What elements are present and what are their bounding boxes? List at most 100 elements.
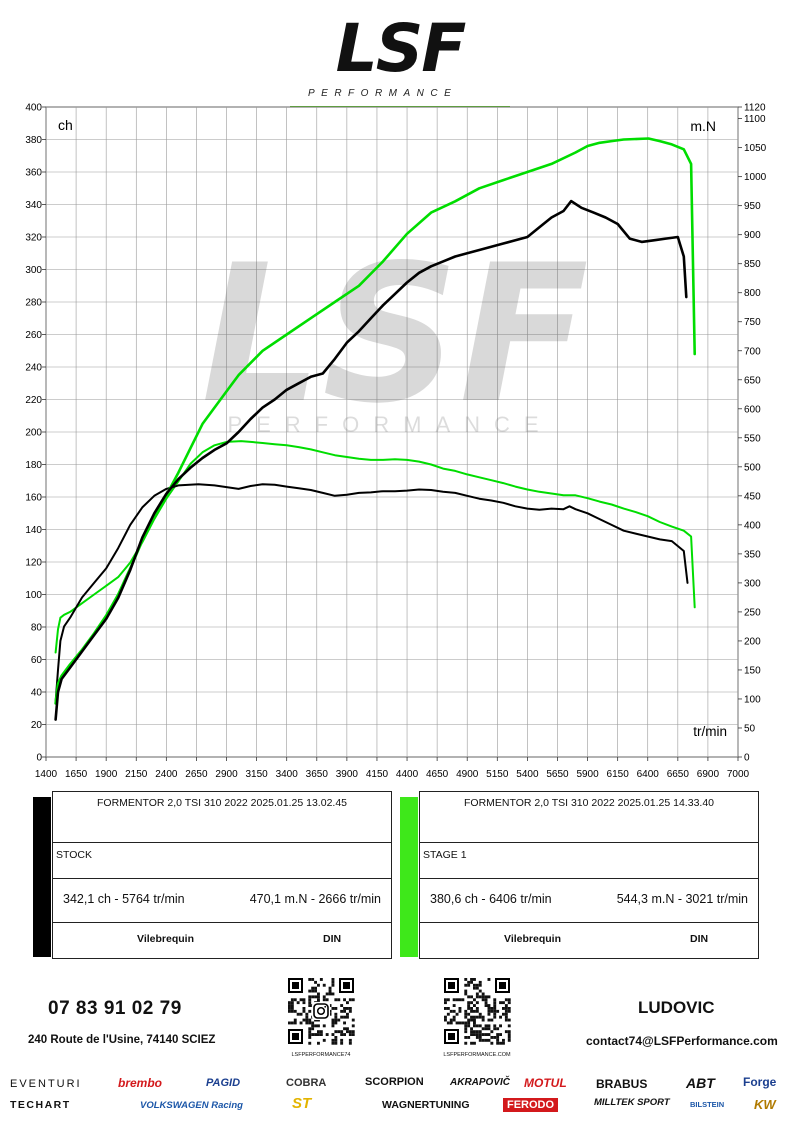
y-right-tick-label: 50 (744, 723, 756, 734)
run-stage1-din-label: DIN (690, 933, 709, 945)
x-tick-label: 4900 (456, 769, 479, 780)
y-right-tick-label: 1050 (744, 143, 767, 154)
y-left-tick-label: 220 (25, 395, 42, 406)
y-left-tick-label: 320 (25, 233, 42, 244)
x-tick-label: 2900 (215, 769, 238, 780)
y-right-tick-label: 1100 (744, 114, 766, 125)
logo-subtitle: PERFORMANCE (308, 88, 458, 99)
x-tick-label: 6150 (607, 769, 630, 780)
y-left-tick-label: 260 (25, 330, 42, 341)
brand-brembo: brembo (118, 1076, 163, 1090)
run-stage1-crank-label: Vilebrequin (504, 933, 561, 945)
y-right-tick-label: 550 (744, 433, 761, 444)
y-left-tick-label: 20 (31, 720, 43, 731)
run-stage1-panel: FORMENTOR 2,0 TSI 310 2022 2025.01.25 14… (419, 791, 759, 959)
x-tick-label: 7000 (727, 769, 750, 780)
x-tick-label: 5650 (546, 769, 569, 780)
run-stage1-color-strip (400, 797, 418, 957)
y-right-tick-label: 500 (744, 462, 761, 473)
x-tick-label: 1650 (65, 769, 88, 780)
brand-akrapovic: AKRAPOVIČ (450, 1077, 511, 1088)
dyno-chart: LSF PERFORMANCE 1400 1650 1900 2150 2400 2650… (25, 103, 767, 781)
series-stage1-power-line (54, 137, 697, 705)
website-qr-icon[interactable] (442, 976, 512, 1046)
y-right-tick-label: 150 (744, 665, 761, 676)
brand-motul: MOTUL (524, 1076, 567, 1090)
x-tick-label: 3150 (245, 769, 268, 780)
x-tick-label: 3400 (276, 769, 299, 780)
y-right-tick-label: 250 (744, 607, 761, 618)
y-left-tick-label: 340 (25, 200, 42, 211)
brand-st-suspensions: ST (292, 1095, 312, 1112)
y-right-tick-label: 200 (744, 636, 761, 647)
qr2-caption: LSFPERFORMANCE.COM (443, 1052, 511, 1058)
y-left-tick-label: 300 (25, 265, 42, 276)
x-tick-label: 5900 (576, 769, 599, 780)
x-tick-label: 1400 (35, 769, 58, 780)
run-stock-torque: 470,1 m.N - 2666 tr/min (249, 892, 381, 906)
series-stock-power-line (54, 199, 688, 721)
x-tick-label: 4650 (426, 769, 449, 780)
run-stock-crank-label: Vilebrequin (137, 933, 194, 945)
y-right-tick-label: 850 (744, 259, 761, 270)
run-stock-power: 342,1 ch - 5764 tr/min (63, 892, 185, 906)
y-left-tick-label: 160 (25, 493, 42, 504)
run-stock-stage: STOCK (56, 849, 92, 861)
x-tick-label: 5400 (516, 769, 539, 780)
brand-scorpion: SCORPION (365, 1076, 424, 1088)
brand-volkswagen-racing: VOLKSWAGEN Racing (140, 1100, 243, 1111)
watermark-text: LSF (201, 224, 589, 445)
contact-name: LUDOVIC (638, 998, 715, 1017)
chart-series (54, 137, 697, 721)
y-left-tick-label: 400 (25, 103, 42, 114)
email-link[interactable]: contact74@LSFPerformance.com (586, 1034, 778, 1048)
brand-pagid: PAGID (206, 1077, 241, 1089)
y-right-tick-label: 1120 (744, 103, 766, 114)
y-right-tick-label: 950 (744, 201, 761, 212)
qr1-caption: LSFPERFORMANCE74 (291, 1052, 351, 1058)
y-right-tick-label: 0 (744, 753, 750, 764)
y-right-tick-label: 800 (744, 288, 761, 299)
y-left-tick-label: 80 (31, 623, 43, 634)
x-tick-label: 2150 (125, 769, 148, 780)
y-left-tick-label: 140 (25, 525, 42, 536)
y-right-tick-label: 1000 (744, 172, 767, 183)
brand-wagnertuning: WAGNERTUNING (382, 1099, 470, 1111)
x-tick-label: 3650 (306, 769, 329, 780)
phone-number[interactable]: 07 83 91 02 79 (48, 998, 182, 1019)
brand-bilstein: BILSTEIN (690, 1100, 725, 1109)
run-stock-title: FORMENTOR 2,0 TSI 310 2022 2025.01.25 13… (96, 797, 348, 809)
lsf-logo: LSF PERFORMANCE (270, 14, 530, 109)
y-left-tick-label: 40 (31, 688, 43, 699)
y-right-tick-label: 650 (744, 375, 761, 386)
series-stock-torque-line (54, 483, 689, 703)
x-tick-label: 5150 (486, 769, 509, 780)
y-left-tick-label: 280 (25, 298, 42, 309)
address: 240 Route de l'Usine, 74140 SCIEZ (28, 1034, 216, 1046)
run-stage1-power: 380,6 ch - 6406 tr/min (430, 892, 552, 906)
brand-forge: Forge (743, 1075, 777, 1089)
run-stock-din-label: DIN (323, 933, 342, 945)
brand-ferodo: FERODO (503, 1098, 559, 1112)
watermark-subtitle: PERFORMANCE (227, 412, 552, 437)
brand-milltek: MILLTEK SPORT (594, 1097, 670, 1108)
x-tick-label: 6650 (667, 769, 690, 780)
left-unit-label: ch (58, 117, 73, 133)
y-right-tick-label: 400 (744, 520, 761, 531)
y-right-tick-label: 350 (744, 549, 761, 560)
x-tick-label: 4150 (366, 769, 389, 780)
x-tick-label: 3900 (336, 769, 359, 780)
x-tick-label: 6400 (637, 769, 660, 780)
run-stage1-torque: 544,3 m.N - 3021 tr/min (616, 892, 748, 906)
y-left-tick-label: 60 (31, 655, 43, 666)
y-left-tick-label: 120 (25, 558, 42, 569)
y-left-tick-label: 360 (25, 168, 42, 179)
run-stock-panel: FORMENTOR 2,0 TSI 310 2022 2025.01.25 13… (52, 791, 392, 959)
brand-techart: TECHART (10, 1099, 71, 1111)
y-left-tick-label: 380 (25, 135, 42, 146)
brand-cobra: COBRA (286, 1077, 327, 1089)
y-left-tick-label: 0 (36, 753, 42, 764)
instagram-qr-icon[interactable] (286, 976, 356, 1046)
brand-kw: KW (754, 1097, 776, 1112)
x-tick-label: 2650 (185, 769, 208, 780)
